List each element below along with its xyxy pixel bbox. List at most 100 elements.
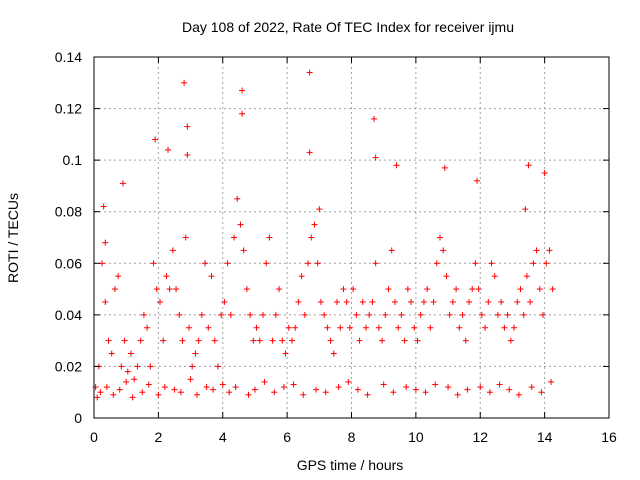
data-point bbox=[171, 386, 178, 393]
data-point bbox=[491, 273, 498, 280]
data-point bbox=[181, 79, 188, 86]
data-point bbox=[337, 324, 344, 331]
data-point bbox=[184, 151, 191, 158]
data-point bbox=[240, 247, 247, 254]
data-point bbox=[403, 384, 410, 391]
data-point bbox=[514, 298, 521, 305]
data-point bbox=[290, 381, 297, 388]
data-point bbox=[496, 381, 503, 388]
data-point bbox=[321, 311, 328, 318]
data-point bbox=[354, 386, 361, 393]
data-point bbox=[371, 115, 378, 122]
data-point bbox=[340, 286, 347, 293]
data-point bbox=[271, 389, 278, 396]
data-point bbox=[486, 389, 493, 396]
data-point bbox=[153, 286, 160, 293]
data-point bbox=[263, 260, 270, 267]
x-tick-label: 6 bbox=[283, 429, 291, 445]
data-point bbox=[119, 180, 126, 187]
data-point bbox=[353, 311, 360, 318]
data-point bbox=[176, 311, 183, 318]
y-tick-label: 0.08 bbox=[55, 204, 82, 220]
data-point bbox=[507, 337, 514, 344]
chart-title: Day 108 of 2022, Rate Of TEC Index for r… bbox=[182, 19, 514, 35]
data-point bbox=[250, 337, 257, 344]
data-point bbox=[506, 386, 513, 393]
data-point bbox=[482, 324, 489, 331]
data-point bbox=[530, 260, 537, 267]
data-point bbox=[372, 154, 379, 161]
data-point bbox=[380, 381, 387, 388]
data-point bbox=[169, 247, 176, 254]
data-point bbox=[237, 221, 244, 228]
data-point bbox=[123, 378, 130, 385]
data-point bbox=[160, 337, 167, 344]
data-point bbox=[362, 324, 369, 331]
data-point bbox=[498, 298, 505, 305]
x-tick-label: 10 bbox=[408, 429, 424, 445]
data-point bbox=[334, 298, 341, 305]
data-point bbox=[488, 260, 495, 267]
data-point bbox=[231, 234, 238, 241]
data-point bbox=[359, 298, 366, 305]
data-point bbox=[330, 350, 337, 357]
data-point bbox=[208, 273, 215, 280]
data-point bbox=[454, 391, 461, 398]
data-point bbox=[546, 247, 553, 254]
data-point bbox=[144, 324, 151, 331]
data-point bbox=[165, 146, 172, 153]
data-point bbox=[459, 311, 466, 318]
data-point bbox=[276, 286, 283, 293]
data-point bbox=[324, 324, 331, 331]
data-point bbox=[465, 298, 472, 305]
x-axis-label: GPS time / hours bbox=[297, 457, 404, 473]
data-point bbox=[253, 324, 260, 331]
y-axis-label: ROTI / TECUs bbox=[5, 193, 21, 283]
grid-lines bbox=[94, 57, 609, 418]
data-point bbox=[527, 298, 534, 305]
x-tick-label: 2 bbox=[154, 429, 162, 445]
data-point bbox=[161, 384, 168, 391]
data-point bbox=[182, 234, 189, 241]
data-point bbox=[366, 311, 373, 318]
data-point bbox=[259, 311, 266, 318]
data-point bbox=[472, 260, 479, 267]
data-point bbox=[356, 337, 363, 344]
data-point bbox=[282, 350, 289, 357]
data-point bbox=[177, 389, 184, 396]
y-tick-label: 0.14 bbox=[55, 49, 82, 65]
data-point bbox=[372, 260, 379, 267]
data-point bbox=[430, 298, 437, 305]
data-point bbox=[369, 298, 376, 305]
data-point bbox=[345, 378, 352, 385]
x-tick-label: 8 bbox=[348, 429, 356, 445]
data-point bbox=[102, 239, 109, 246]
data-point bbox=[97, 389, 104, 396]
data-point bbox=[317, 298, 324, 305]
data-point bbox=[247, 311, 254, 318]
data-point bbox=[110, 391, 117, 398]
data-point bbox=[118, 363, 125, 370]
data-point bbox=[335, 384, 342, 391]
data-point bbox=[245, 391, 252, 398]
data-point bbox=[541, 170, 548, 177]
x-tick-label: 4 bbox=[219, 429, 227, 445]
y-tick-label: 0.12 bbox=[55, 101, 82, 117]
data-point bbox=[404, 286, 411, 293]
data-point bbox=[166, 286, 173, 293]
data-point bbox=[485, 298, 492, 305]
data-point bbox=[150, 260, 157, 267]
data-point bbox=[379, 337, 386, 344]
data-point bbox=[198, 311, 205, 318]
data-point bbox=[313, 386, 320, 393]
data-point bbox=[218, 311, 225, 318]
data-point bbox=[445, 384, 452, 391]
data-point bbox=[195, 337, 202, 344]
data-point bbox=[116, 386, 123, 393]
data-point bbox=[205, 324, 212, 331]
data-point bbox=[427, 324, 434, 331]
data-point bbox=[464, 386, 471, 393]
data-point bbox=[295, 298, 302, 305]
data-point bbox=[128, 350, 135, 357]
